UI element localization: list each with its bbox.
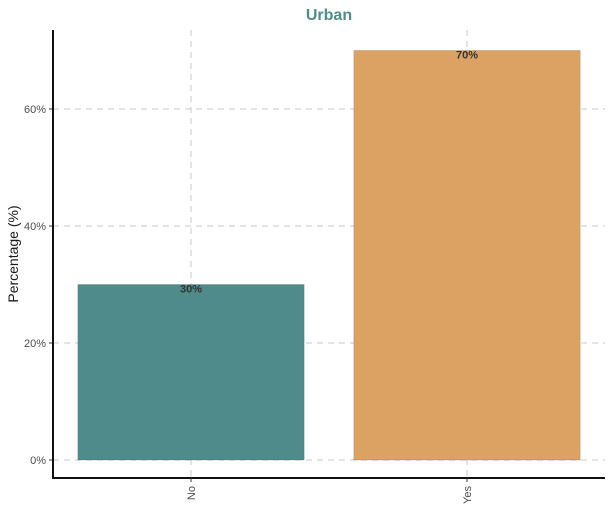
bar-yes (353, 50, 581, 461)
bar-no (77, 284, 305, 461)
axes-layer (49, 30, 605, 482)
labels-layer: 0% 20% 40% 60% 30% 70% No Yes (24, 49, 478, 503)
bar-data-label: 70% (456, 49, 478, 61)
y-tick-label: 20% (24, 338, 46, 350)
y-axis-label: Percentage (%) (5, 205, 21, 302)
y-tick-label: 40% (24, 221, 46, 233)
bars-layer (77, 50, 581, 461)
y-tick-label: 60% (24, 104, 46, 116)
x-tick-label: Yes (462, 486, 474, 504)
x-tick-label: No (186, 486, 198, 500)
bar-data-label: 30% (180, 283, 202, 295)
chart-title: Urban (306, 7, 352, 24)
y-tick-label: 0% (30, 455, 46, 467)
